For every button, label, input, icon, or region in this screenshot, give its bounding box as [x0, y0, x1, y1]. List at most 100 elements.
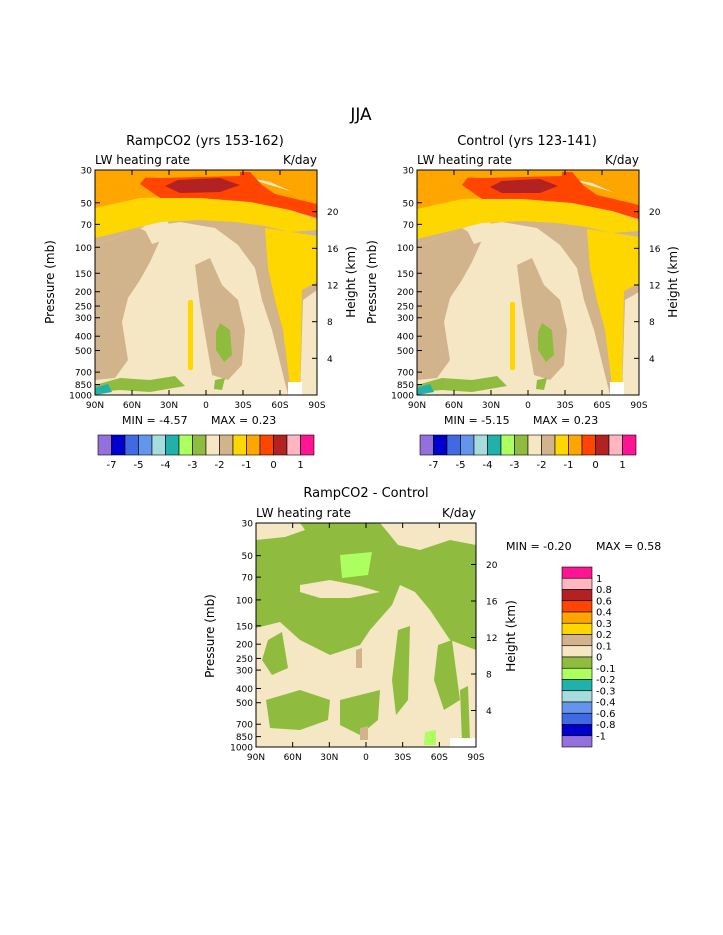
- y2-tick-label: 20: [649, 208, 661, 218]
- y-tick-label: 300: [75, 314, 92, 324]
- dark-red-core: [165, 178, 240, 193]
- colorbar-label: -3: [510, 460, 520, 471]
- colorbar-label: -5: [134, 460, 144, 471]
- y-tick-label: 500: [236, 699, 253, 709]
- colorbar-swatch: [561, 724, 593, 737]
- colorbar-swatch: [286, 434, 301, 456]
- beige-top-right: [380, 523, 476, 550]
- green-blob: [216, 323, 232, 362]
- yellow-streak: [188, 300, 193, 370]
- y2-tick-label: 8: [649, 318, 655, 328]
- missing-area: [288, 382, 302, 395]
- panel-3-max: MAX = 0.58: [596, 540, 661, 553]
- y-tick-label: 700: [397, 369, 414, 379]
- colorbar-swatch: [219, 434, 234, 456]
- colorbar-swatch: [205, 434, 220, 456]
- panel-1-colorbar-labels: -7 -5 -4 -3 -2 -1 0 1: [107, 460, 304, 471]
- y-tick-label: 400: [236, 685, 253, 695]
- panel-difference: RampCO2 - Control LW heating rate K/day …: [203, 486, 661, 763]
- green-island-4: [266, 690, 330, 730]
- green-island-5: [340, 690, 380, 735]
- y-tick-label: 50: [242, 552, 254, 562]
- colorbar-swatch: [165, 434, 180, 456]
- y-tick-label: 100: [75, 244, 92, 254]
- x-tick-label: 60N: [445, 401, 463, 411]
- colorbar-swatch: [561, 566, 593, 579]
- x-tick-label: 60N: [284, 753, 302, 763]
- colorbar-swatch: [561, 577, 593, 590]
- tan-band: [95, 212, 317, 395]
- colorbar-label: 0.1: [596, 641, 612, 652]
- panel-1-y2label: Height (km): [344, 246, 358, 317]
- panel-1-left-label: LW heating rate: [95, 153, 190, 167]
- y-tick-label: 250: [397, 303, 414, 313]
- green-spot: [536, 378, 547, 390]
- panel-2-colorbar-labels: -7 -5 -4 -3 -2 -1 0 1: [429, 460, 626, 471]
- colorbar-swatch: [124, 434, 139, 456]
- green-island-1: [262, 632, 288, 675]
- panel-1-colorbar: [97, 434, 315, 456]
- y-tick-label: 70: [81, 221, 93, 231]
- y-tick-label: 250: [236, 655, 253, 665]
- x-tick-label: 60N: [123, 401, 141, 411]
- colorbar-swatch: [246, 434, 261, 456]
- colorbar-swatch: [561, 645, 593, 658]
- panel-2-left-label: LW heating rate: [417, 153, 512, 167]
- y-tick-label: 1000: [391, 392, 414, 402]
- colorbar-swatch: [487, 434, 502, 456]
- panel-3-min: MIN = -0.20: [506, 540, 572, 553]
- panel-3-right-label: K/day: [442, 506, 476, 520]
- y-tick-label: 300: [236, 667, 253, 677]
- y-tick-label: 400: [75, 333, 92, 343]
- x-tick-label: 30N: [320, 753, 338, 763]
- colorbar-label: 0: [270, 460, 276, 471]
- colorbar-swatch: [111, 434, 126, 456]
- x-tick-label: 30N: [482, 401, 500, 411]
- colorbar-swatch: [527, 434, 542, 456]
- colorbar-label: -1: [564, 460, 574, 471]
- x-tick-label: 60S: [431, 753, 448, 763]
- panel-2-colorbar: [419, 434, 637, 456]
- colorbar-swatch: [259, 434, 274, 456]
- panel-2-max: MAX = 0.23: [533, 414, 598, 427]
- y-tick-label: 850: [236, 733, 253, 743]
- colorbar-swatch: [300, 434, 315, 456]
- green-bottom: [417, 376, 507, 392]
- panel-1-max: MAX = 0.23: [211, 414, 276, 427]
- panel-1-title: RampCO2 (yrs 153-162): [126, 134, 284, 149]
- colorbar-label: -1: [242, 460, 252, 471]
- colorbar-swatch: [97, 434, 112, 456]
- colorbar-swatch: [232, 434, 247, 456]
- panel-3-colorbar-labels: 10.80.60.40.30.20.10-0.1-0.2-0.3-0.4-0.6…: [596, 574, 616, 743]
- teal-bottom: [95, 384, 112, 395]
- y2-tick-label: 16: [486, 597, 498, 607]
- beige-patch: [465, 220, 492, 244]
- panel-1-min: MIN = -4.57: [122, 414, 188, 427]
- colorbar-label: -4: [483, 460, 493, 471]
- colorbar-swatch: [568, 434, 583, 456]
- y-tick-label: 50: [81, 199, 93, 209]
- y-tick-label: 30: [242, 520, 254, 530]
- panel-3-y2label: Height (km): [504, 600, 518, 671]
- y-tick-label: 150: [236, 622, 253, 632]
- tan-spot-2: [360, 726, 368, 740]
- y2-tick-label: 12: [649, 282, 660, 292]
- green-blob: [538, 323, 554, 362]
- y-tick-label: 850: [397, 381, 414, 391]
- colorbar-swatch: [500, 434, 515, 456]
- colorbar-label: -5: [456, 460, 466, 471]
- colorbar-label: 0: [592, 460, 598, 471]
- colorbar-label: 0.6: [596, 596, 612, 607]
- colorbar-swatch: [561, 690, 593, 703]
- colorbar-label: 0.4: [596, 608, 612, 619]
- y2-tick-label: 4: [327, 355, 333, 365]
- x-tick-label: 60S: [271, 401, 288, 411]
- panel-1-ylabel: Pressure (mb): [43, 240, 57, 324]
- colorbar-label: 0.3: [596, 619, 612, 630]
- colorbar-label: -2: [537, 460, 547, 471]
- x-tick-label: 90S: [467, 753, 484, 763]
- x-tick-label: 90S: [308, 401, 325, 411]
- y2-tick-label: 4: [486, 707, 492, 717]
